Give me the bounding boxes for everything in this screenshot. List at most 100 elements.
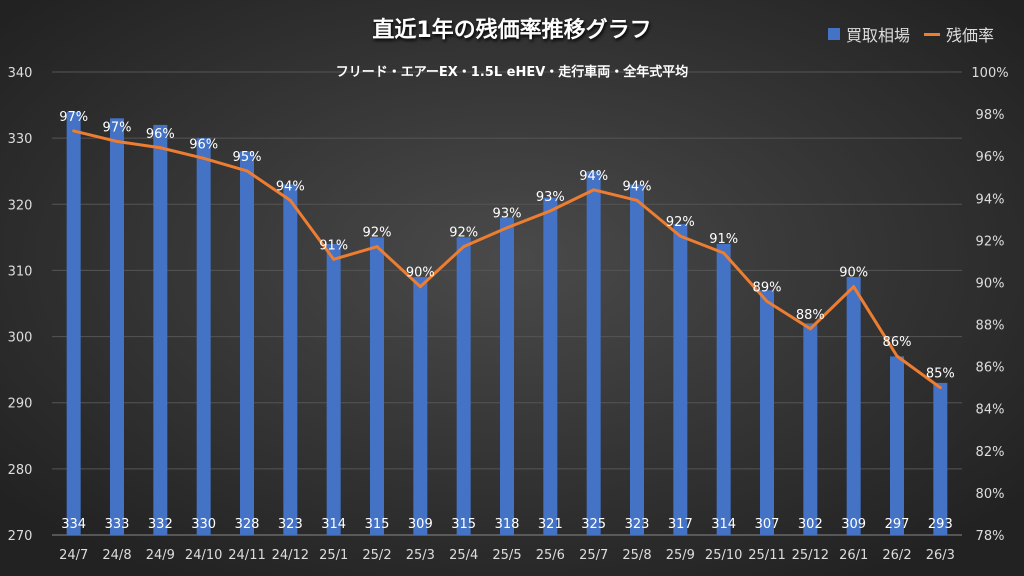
rate-point bbox=[678, 234, 682, 238]
y-right-tick-label: 84% bbox=[976, 403, 1005, 418]
y-left-tick-label: 320 bbox=[8, 198, 33, 213]
x-tick-label: 25/7 bbox=[579, 548, 608, 563]
y-right-tick-label: 94% bbox=[976, 192, 1005, 207]
rate-data-label: 92% bbox=[363, 226, 392, 241]
bar-value-label: 333 bbox=[105, 517, 130, 532]
rate-point bbox=[115, 139, 119, 143]
bar bbox=[933, 382, 948, 535]
rate-data-label: 92% bbox=[449, 226, 478, 241]
bar-value-label: 302 bbox=[798, 517, 823, 532]
rate-point bbox=[938, 386, 942, 390]
bar bbox=[196, 138, 211, 535]
bar-value-label: 317 bbox=[668, 517, 693, 532]
bar bbox=[66, 111, 81, 535]
rate-data-label: 94% bbox=[276, 179, 305, 194]
y-right-tick-label: 92% bbox=[976, 234, 1005, 249]
bar-value-label: 307 bbox=[755, 517, 780, 532]
bar bbox=[283, 184, 298, 535]
bar-value-label: 297 bbox=[885, 517, 910, 532]
rate-data-label: 91% bbox=[709, 232, 738, 247]
x-tick-label: 24/12 bbox=[272, 548, 309, 563]
bar-value-label: 293 bbox=[928, 517, 953, 532]
x-tick-label: 25/4 bbox=[449, 548, 478, 563]
y-left-tick-label: 300 bbox=[8, 331, 33, 346]
y-right-tick-label: 96% bbox=[976, 150, 1005, 165]
rate-point bbox=[808, 327, 812, 331]
bar bbox=[500, 217, 514, 535]
bar-value-label: 334 bbox=[61, 517, 86, 532]
rate-point bbox=[72, 129, 76, 133]
x-tick-label: 24/10 bbox=[185, 548, 222, 563]
y-right-tick-label: 82% bbox=[976, 445, 1005, 460]
y-right-tick-label: 100% bbox=[971, 66, 1008, 81]
chart-title: 直近1年の残価率推移グラフ bbox=[372, 18, 652, 43]
rate-point bbox=[332, 257, 336, 261]
rate-point bbox=[462, 245, 466, 249]
bar bbox=[673, 224, 688, 535]
rate-data-label: 90% bbox=[839, 266, 868, 281]
bar-value-label: 318 bbox=[495, 517, 520, 532]
x-tick-label: 24/7 bbox=[59, 548, 88, 563]
rate-point bbox=[375, 245, 379, 249]
rate-data-label: 93% bbox=[536, 190, 565, 205]
rate-point bbox=[592, 188, 596, 192]
y-right-tick-label: 98% bbox=[976, 108, 1005, 123]
x-tick-label: 26/2 bbox=[882, 548, 911, 563]
y-left-tick-label: 330 bbox=[8, 132, 33, 147]
y-right-tick-label: 88% bbox=[976, 319, 1005, 334]
bar bbox=[760, 290, 774, 535]
rate-data-label: 94% bbox=[579, 169, 608, 184]
legend: 買取相場 残価率 bbox=[827, 22, 994, 46]
legend-bar-swatch bbox=[827, 28, 840, 40]
bar-value-label: 328 bbox=[235, 517, 260, 532]
rate-point bbox=[202, 156, 206, 160]
rate-point bbox=[418, 285, 422, 289]
y-right-tick-label: 86% bbox=[976, 361, 1005, 376]
x-tick-label: 25/12 bbox=[792, 548, 829, 563]
rate-data-label: 91% bbox=[319, 238, 348, 253]
x-tick-label: 25/1 bbox=[319, 548, 348, 563]
rate-point bbox=[548, 209, 552, 213]
bar bbox=[846, 277, 861, 535]
bar bbox=[890, 356, 904, 535]
y-left-tick-label: 270 bbox=[8, 529, 33, 544]
bar-value-label: 323 bbox=[278, 517, 303, 532]
x-tick-label: 25/9 bbox=[666, 548, 695, 563]
rate-point bbox=[765, 299, 769, 303]
rate-data-label: 96% bbox=[189, 137, 218, 152]
rate-data-label: 96% bbox=[146, 127, 175, 142]
bar-value-label: 314 bbox=[711, 517, 736, 532]
rate-data-label: 86% bbox=[883, 335, 912, 350]
y-left-tick-label: 340 bbox=[8, 66, 33, 81]
bar bbox=[456, 237, 471, 535]
rate-point bbox=[288, 198, 292, 202]
y-right-tick-label: 80% bbox=[976, 487, 1005, 502]
rate-point bbox=[852, 285, 856, 289]
bar-value-label: 325 bbox=[581, 517, 606, 532]
y-left-tick-label: 290 bbox=[8, 397, 33, 412]
x-tick-label: 25/10 bbox=[705, 548, 742, 563]
bar bbox=[326, 243, 341, 535]
bar bbox=[586, 171, 601, 535]
rate-point bbox=[245, 169, 249, 173]
x-tick-label: 26/1 bbox=[839, 548, 868, 563]
rate-data-label: 97% bbox=[59, 110, 88, 125]
rate-data-label: 85% bbox=[926, 367, 955, 382]
bar bbox=[803, 323, 818, 535]
legend-line-swatch bbox=[923, 32, 940, 36]
x-tick-label: 24/8 bbox=[102, 548, 131, 563]
rate-point bbox=[635, 198, 639, 202]
rate-data-label: 88% bbox=[796, 308, 825, 323]
x-tick-label: 25/5 bbox=[492, 548, 521, 563]
rate-data-label: 93% bbox=[493, 207, 522, 222]
rate-point bbox=[158, 146, 162, 150]
bar-value-label: 332 bbox=[148, 517, 173, 532]
bar bbox=[240, 151, 254, 535]
x-tick-label: 25/8 bbox=[622, 548, 651, 563]
x-tick-label: 25/3 bbox=[406, 548, 435, 563]
rate-data-label: 89% bbox=[753, 280, 782, 295]
rate-point bbox=[895, 354, 899, 358]
chart-subtitle: フリード・エアーEX・1.5L eHEV・走行車両・全年式平均 bbox=[335, 65, 689, 80]
rate-data-label: 92% bbox=[666, 215, 695, 230]
